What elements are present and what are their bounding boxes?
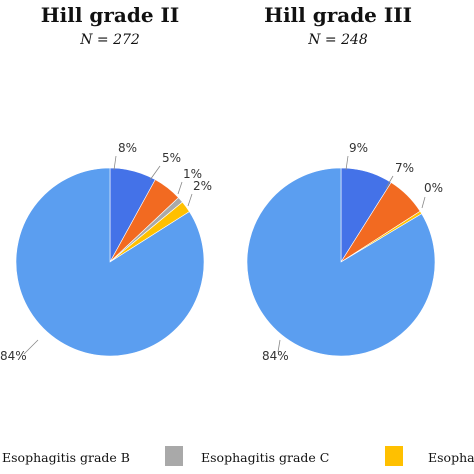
data-label: 0% [424,181,443,195]
leader-line [345,155,349,171]
chart-subtitle-left: N = 272 [79,32,140,48]
legend-label-grade-c: Esophagitis grade C [201,450,329,465]
pie-chart-hill-grade-3: 9% 7% 0% 84% [246,141,443,363]
legend-swatch-esophagitis [385,446,403,466]
leader-line [23,339,39,355]
chart-title-right: Hill grade III [264,3,412,27]
chart-title-left: Hill grade II [41,3,180,27]
data-label: 9% [349,141,368,155]
data-label: 84% [0,349,27,363]
legend-label-esophagitis: Esophagitis [428,450,474,465]
pie-chart-hill-grade-2: 8% 5%1%2% 84% [0,141,212,363]
chart-subtitle-right: N = 248 [307,32,368,48]
legend-swatch-grade-c [165,446,183,466]
pie-slice [246,167,436,357]
leader-line [187,193,193,207]
leader-line [113,155,117,171]
legend-label-grade-b: Esophagitis grade B [2,450,130,465]
data-label: 84% [262,349,289,363]
data-label: 7% [395,161,414,175]
data-label: 5% [162,151,181,165]
data-label: 1% [183,167,202,181]
leader-line [149,165,161,181]
pie-slice [15,167,205,357]
leader-line [277,339,281,353]
data-label: 2% [193,179,212,193]
leader-line [385,175,394,189]
leader-line [421,196,426,209]
leader-line [177,181,183,195]
legend: Esophagitis grade B Esophagitis grade C … [2,446,474,466]
data-label: 8% [118,141,137,155]
